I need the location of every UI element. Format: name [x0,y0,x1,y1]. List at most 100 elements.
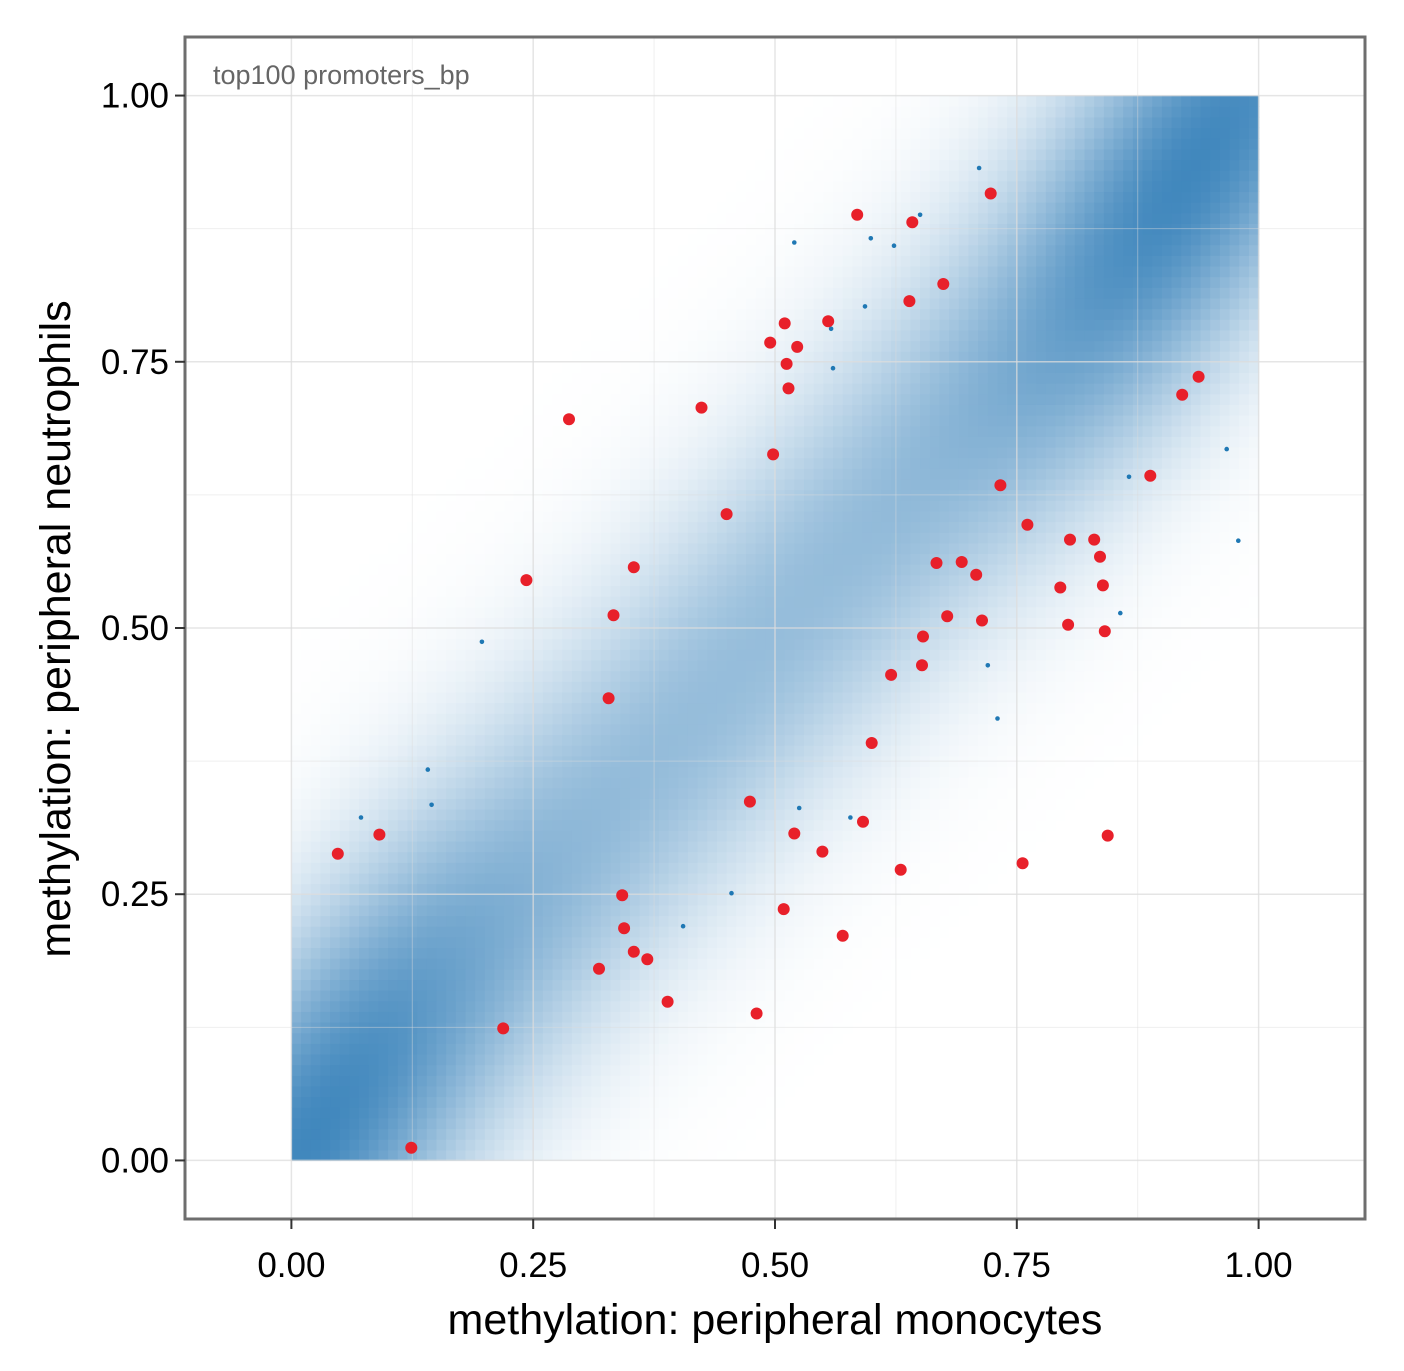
density-cell [581,138,592,150]
density-cell [388,1107,399,1119]
density-cell [620,638,631,650]
density-cell [359,1075,370,1087]
density-cell [552,904,563,917]
density-cell [581,745,592,757]
density-heatmap [291,95,1260,1162]
density-cell [668,755,679,768]
density-cell [388,415,399,427]
density-cell [310,1096,322,1108]
density-cell [571,872,583,885]
density-cell [755,1053,766,1066]
density-cell [378,159,389,171]
density-cell [494,521,505,533]
density-cell [600,372,612,384]
density-cell [417,1117,428,1130]
density-cell [301,287,312,299]
density-cell [687,564,699,576]
density-cell [484,489,496,501]
density-cell [697,723,708,736]
density-cell [513,1053,525,1066]
density-cell [533,894,544,906]
density-cell [716,244,728,256]
density-cell [426,116,438,129]
density-cell [649,628,660,640]
density-cell [629,904,641,917]
density-cell [765,787,776,799]
density-cell [707,734,718,746]
density-cell [610,787,621,799]
density-cell [513,415,525,427]
density-cell [426,787,438,799]
density-cell [707,191,718,203]
density-cell [330,979,341,991]
density-cell [436,329,447,342]
density-cell [349,702,360,714]
density-cell [600,532,612,544]
density-cell [291,532,302,544]
density-cell [668,1064,679,1076]
density-cell [591,372,602,384]
density-cell [649,564,660,576]
density-cell [484,1149,496,1162]
density-cell [658,212,670,224]
density-cell [745,1032,757,1044]
density-cell [668,936,679,949]
density-cell [504,319,515,331]
density-cell [349,383,360,395]
density-cell [397,628,409,640]
density-cell [678,564,689,576]
density-cell [620,819,631,831]
density-cell [484,510,496,523]
density-cell [330,926,341,938]
density-cell [407,755,418,768]
density-cell [697,393,708,405]
density-cell [378,500,389,512]
density-cell [455,234,467,246]
density-cell [359,1011,370,1023]
density-cell [339,1117,351,1130]
density-cell [591,446,602,459]
density-cell [552,415,563,427]
density-cell [745,606,757,618]
density-cell [716,809,728,821]
density-cell [736,958,747,970]
density-cell [668,276,679,288]
density-cell [707,1096,718,1108]
density-cell [562,457,573,469]
density-cell [610,436,621,448]
density-cell [504,958,515,970]
density-cell [339,638,351,650]
density-cell [465,1128,476,1140]
density-cell [726,276,737,288]
density-cell [591,1053,602,1066]
density-cell [436,351,447,363]
density-cell [407,127,418,139]
density-cell [417,723,428,736]
density-cell [562,1000,573,1012]
density-cell [310,766,322,778]
density-cell [436,159,447,171]
density-cell [378,425,389,437]
density-cell [301,95,312,107]
density-cell [745,713,757,725]
density-cell [407,638,418,650]
density-cell [407,287,418,299]
density-cell [668,596,679,608]
density-cell [629,936,641,949]
density-cell [620,872,631,885]
density-cell [697,244,708,256]
density-cell [639,574,650,587]
density-cell [339,244,351,256]
density-cell [533,138,544,150]
density-cell [629,745,641,757]
density-cell [668,542,679,555]
density-cell [349,883,360,895]
density-cell [397,1032,409,1044]
density-cell [513,723,525,736]
density-cell [658,170,670,182]
density-cell [330,968,341,981]
density-cell [339,1000,351,1012]
density-cell [407,1000,418,1012]
density-cell [301,1000,312,1012]
density-cell [765,564,776,576]
